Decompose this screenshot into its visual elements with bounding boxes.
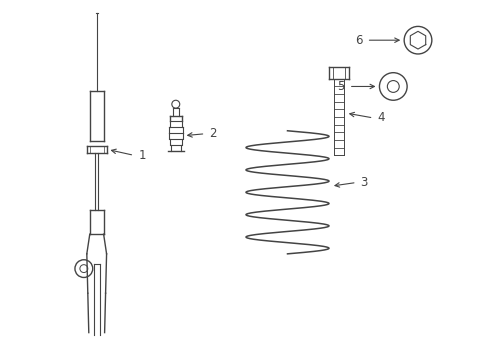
Text: 6: 6 bbox=[354, 34, 362, 47]
Text: 3: 3 bbox=[360, 176, 367, 189]
Text: 2: 2 bbox=[209, 127, 217, 140]
Text: 1: 1 bbox=[138, 149, 145, 162]
Text: 5: 5 bbox=[337, 80, 344, 93]
Text: 4: 4 bbox=[377, 112, 384, 125]
